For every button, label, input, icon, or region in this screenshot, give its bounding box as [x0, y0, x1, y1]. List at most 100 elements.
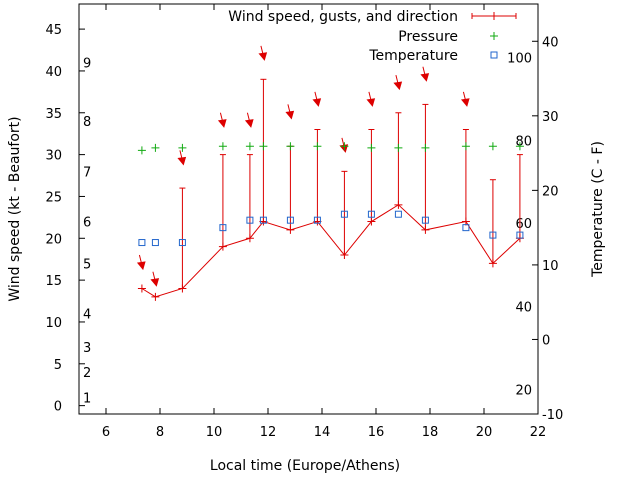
y-left-tick-label: 40: [45, 65, 62, 80]
temperature-point: [178, 239, 186, 247]
wind-speed-line: [141, 204, 521, 298]
wind-direction-arrowhead: [244, 119, 254, 128]
marks: [136, 45, 524, 301]
y-left-tick-label: 35: [45, 107, 62, 122]
wind-speed-point: [137, 284, 146, 293]
pressure-point: [515, 142, 524, 151]
legend-swatch-plus: [490, 32, 498, 40]
fahrenheit-label: 40: [515, 301, 532, 316]
pressure-point: [313, 142, 322, 151]
beaufort-label: 9: [83, 57, 91, 72]
y-right-tick-label: 40: [542, 35, 559, 50]
temperature-point: [516, 231, 524, 239]
wind-speed-point: [340, 251, 349, 260]
wind-direction-arrowhead: [366, 98, 376, 107]
wind-speed-point: [245, 234, 254, 243]
y-left-tick-label: 20: [45, 232, 62, 247]
temperature-point: [340, 210, 348, 218]
temperature-point: [259, 216, 267, 224]
wind-direction-arrowhead: [258, 52, 268, 61]
wind-speed-point: [394, 200, 403, 209]
temperature-point: [151, 239, 159, 247]
y-left-tick-label: 45: [45, 23, 62, 38]
legend-label: Wind speed, gusts, and direction: [228, 9, 458, 25]
wind-direction-arrowhead: [393, 81, 403, 91]
wind-speed-point: [488, 259, 497, 268]
y-left-tick-label: 15: [45, 274, 62, 289]
y-left-tick-label: 0: [54, 400, 62, 415]
x-tick-label: 16: [368, 425, 385, 440]
y-axis-left-label: Wind speed (kt - Beaufort): [7, 116, 23, 301]
x-axis-label: Local time (Europe/Athens): [210, 458, 400, 474]
pressure-point: [286, 142, 295, 151]
temperature-point: [313, 216, 321, 224]
temperature-point: [462, 224, 470, 232]
beaufort-label: 8: [83, 115, 91, 130]
pressure-point: [367, 143, 376, 152]
fahrenheit-label: 60: [515, 217, 532, 232]
pressure-point: [218, 142, 227, 151]
wind-speed-point: [367, 217, 376, 226]
y-right-tick-label: 10: [542, 259, 559, 274]
y-right-tick-label: 20: [542, 184, 559, 199]
legend-swatch-square: [490, 51, 498, 59]
beaufort-label: 6: [83, 216, 91, 231]
pressure-point: [340, 142, 349, 151]
beaufort-label: 3: [83, 341, 91, 356]
x-tick-label: 18: [422, 425, 439, 440]
ticks: 6 8 10 12 14 16 18 20 22051015202530354045123456…: [45, 4, 563, 440]
pressure-point: [151, 143, 160, 152]
y-right-tick-label: 30: [542, 110, 559, 125]
pressure-point: [178, 143, 187, 152]
y-left-tick-label: 5: [54, 358, 62, 373]
x-tick-label: 20: [476, 425, 493, 440]
pressure-point: [137, 146, 146, 155]
temperature-point: [138, 239, 146, 247]
pressure-point: [245, 142, 254, 151]
beaufort-label: 1: [83, 391, 91, 406]
temperature-point: [246, 216, 254, 224]
wind-speed-point: [178, 284, 187, 293]
beaufort-label: 4: [83, 308, 91, 323]
pressure-point: [259, 142, 268, 151]
fahrenheit-label: 100: [507, 52, 532, 67]
y-left-tick-label: 25: [45, 190, 62, 205]
y-right-tick-label: -10: [542, 408, 563, 423]
temperature-point: [394, 210, 402, 218]
pressure-point: [421, 143, 430, 152]
x-tick-label: 14: [314, 425, 331, 440]
temperature-point: [421, 216, 429, 224]
wind-direction-arrowhead: [460, 98, 470, 107]
beaufort-label: 2: [83, 366, 91, 381]
temperature-point: [219, 224, 227, 232]
x-tick-label: 6: [102, 425, 110, 440]
x-tick-label: 8: [156, 425, 164, 440]
beaufort-label: 5: [83, 257, 91, 272]
temperature-point: [489, 231, 497, 239]
pressure-point: [488, 142, 497, 151]
x-tick-label: 10: [206, 425, 223, 440]
wind-direction-arrowhead: [285, 110, 295, 120]
wind-direction-arrowhead: [150, 278, 160, 287]
y-axis-right-label: Temperature (C - F): [590, 141, 606, 278]
wind-direction-arrowhead: [177, 156, 187, 166]
wind-direction-arrowhead: [312, 98, 322, 107]
x-tick-label: 22: [530, 425, 547, 440]
pressure-point: [461, 142, 470, 151]
wind-direction-arrowhead: [217, 119, 227, 128]
temperature-point: [367, 210, 375, 218]
wind-speed-point: [151, 292, 160, 301]
temperature-point: [286, 216, 294, 224]
legend-label: Pressure: [398, 29, 458, 45]
legend-label: Temperature: [368, 48, 458, 64]
fahrenheit-label: 20: [515, 383, 532, 398]
legend: Wind speed, gusts, and direction Pressure…: [228, 9, 517, 64]
y-left-tick-label: 30: [45, 149, 62, 164]
fahrenheit-label: 80: [515, 134, 532, 149]
x-tick-label: 12: [260, 425, 277, 440]
wind-speed-point: [218, 242, 227, 251]
wind-speed-point: [421, 225, 430, 234]
beaufort-label: 7: [83, 165, 91, 180]
y-left-tick-label: 10: [45, 316, 62, 331]
